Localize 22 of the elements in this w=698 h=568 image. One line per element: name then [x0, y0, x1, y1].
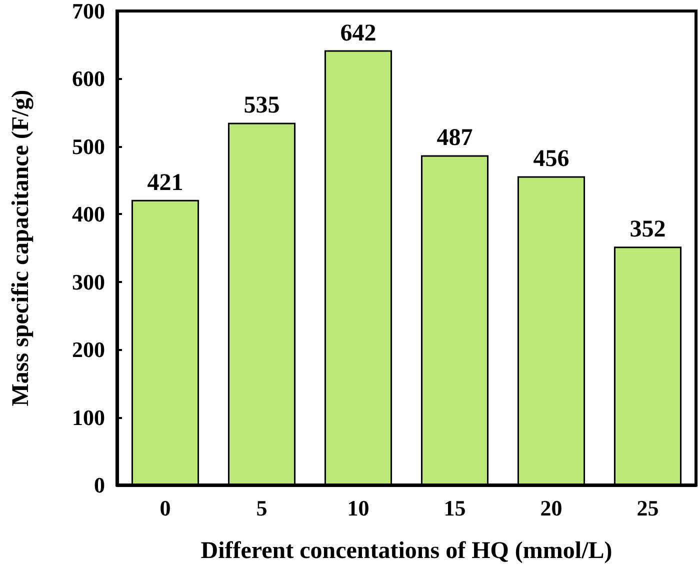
data-label: 487 [436, 125, 473, 152]
y-tick-label: 300 [72, 269, 105, 294]
y-tick-label: 100 [72, 404, 105, 430]
x-axis-title: Different concentations of HQ (mmol/L) [200, 538, 612, 564]
y-tick-label: 0 [94, 472, 105, 498]
y-tick-label: 700 [72, 0, 105, 24]
y-axis-title: Mass specific capacitance (F/g) [8, 90, 34, 406]
x-tick-label: 25 [636, 496, 659, 520]
data-label: 642 [340, 20, 376, 46]
y-tick-label: 500 [72, 134, 105, 159]
y-tick-label: 200 [72, 337, 105, 362]
data-label: 421 [147, 170, 184, 196]
y-tick-label: 400 [72, 202, 105, 227]
x-tick-label: 15 [444, 496, 466, 520]
data-label: 535 [244, 92, 280, 119]
data-label: 352 [630, 216, 666, 243]
x-tick-label: 0 [160, 496, 171, 520]
x-tick-label: 5 [256, 496, 268, 520]
x-tick-label: 20 [540, 496, 562, 520]
x-tick-label: 10 [347, 496, 370, 520]
y-tick-label: 600 [72, 66, 105, 92]
data-label: 456 [533, 146, 570, 172]
